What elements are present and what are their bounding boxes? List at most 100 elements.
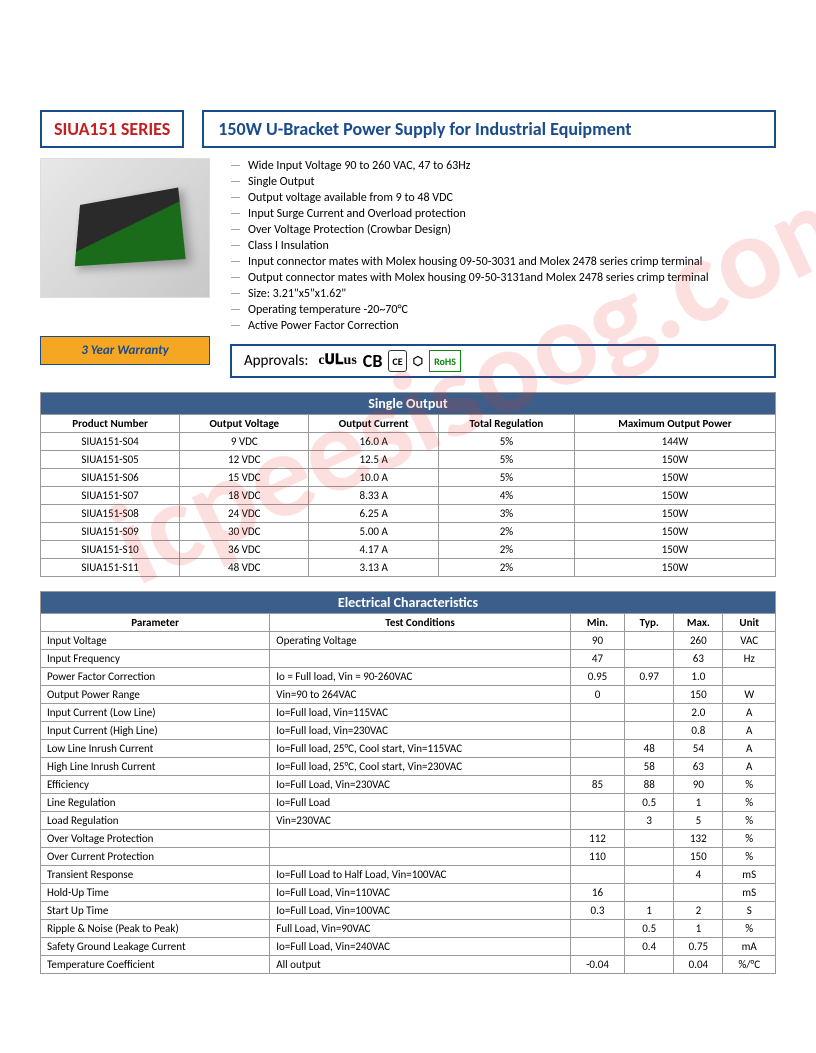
table-row: Transient ResponseIo=Full Load to Half L… [41, 866, 776, 884]
table-cell: 48 VDC [180, 559, 309, 577]
table-header: Unit [723, 614, 776, 632]
single-output-title: Single Output [41, 393, 776, 415]
table-cell [625, 884, 674, 902]
series-box: SIUA151 SERIES [40, 110, 184, 148]
table-row: SIUA151-S049 VDC16.0 A5%144W [41, 433, 776, 451]
table-header: Total Regulation [438, 415, 574, 433]
table-cell: -0.04 [570, 956, 624, 974]
table-cell [570, 938, 624, 956]
table-cell: 2.0 [674, 704, 723, 722]
table-cell: 6.25 A [309, 505, 439, 523]
feature-item: Input Surge Current and Overload protect… [230, 206, 776, 222]
table-cell [625, 956, 674, 974]
table-cell: 150 [674, 686, 723, 704]
table-cell [625, 704, 674, 722]
feature-item: Size: 3.21"x5"x1.62" [230, 286, 776, 302]
table-cell: SIUA151-S11 [41, 559, 180, 577]
table-cell: 24 VDC [180, 505, 309, 523]
table-row: Low Line Inrush CurrentIo=Full load, 25°… [41, 740, 776, 758]
electrical-title: Electrical Characteristics [41, 592, 776, 614]
table-cell [625, 830, 674, 848]
table-cell: % [723, 794, 776, 812]
table-cell: Start Up Time [41, 902, 270, 920]
table-cell: 0.04 [674, 956, 723, 974]
table-row: Over Voltage Protection112132% [41, 830, 776, 848]
table-cell: 0.5 [625, 794, 674, 812]
table-cell: 15 VDC [180, 469, 309, 487]
table-cell [625, 866, 674, 884]
table-cell: 4.17 A [309, 541, 439, 559]
table-cell: 90 [674, 776, 723, 794]
table-cell: 3 [625, 812, 674, 830]
table-cell: 16 [570, 884, 624, 902]
table-cell: W [723, 686, 776, 704]
table-cell [625, 686, 674, 704]
feature-item: Wide Input Voltage 90 to 260 VAC, 47 to … [230, 158, 776, 174]
feature-item: Active Power Factor Correction [230, 318, 776, 334]
table-row: Start Up TimeIo=Full Load, Vin=100VAC0.3… [41, 902, 776, 920]
table-cell: 48 [625, 740, 674, 758]
table-header: Min. [570, 614, 624, 632]
table-cell: A [723, 740, 776, 758]
table-cell: 4 [674, 866, 723, 884]
table-cell: Full Load, Vin=90VAC [270, 920, 571, 938]
feature-item: Class I Insulation [230, 238, 776, 254]
table-cell: Io=Full Load [270, 794, 571, 812]
table-cell: A [723, 722, 776, 740]
table-cell: Io=Full load, 25°C, Cool start, Vin=115V… [270, 740, 571, 758]
table-cell: 12.5 A [309, 451, 439, 469]
right-column: Wide Input Voltage 90 to 260 VAC, 47 to … [230, 158, 776, 378]
table-cell: 1 [674, 794, 723, 812]
table-row: Input Frequency4763Hz [41, 650, 776, 668]
table-row: SIUA151-S0512 VDC12.5 A5%150W [41, 451, 776, 469]
table-cell [570, 722, 624, 740]
left-column: 3 Year Warranty [40, 158, 210, 378]
table-cell: 18 VDC [180, 487, 309, 505]
table-cell: 150W [574, 487, 775, 505]
table-cell: 88 [625, 776, 674, 794]
table-row: Temperature CoefficientAll output-0.040.… [41, 956, 776, 974]
table-cell: A [723, 758, 776, 776]
table-row: Power Factor CorrectionIo = Full load, V… [41, 668, 776, 686]
table-cell: 150W [574, 469, 775, 487]
table-cell: 2% [438, 559, 574, 577]
ul-cert-icon: c𝐔𝐋us [318, 350, 356, 372]
table-cell: Operating Voltage [270, 632, 571, 650]
table-cell: 30 VDC [180, 523, 309, 541]
table-cell: 47 [570, 650, 624, 668]
single-output-table: Single Output Product NumberOutput Volta… [40, 392, 776, 577]
table-row: Ripple & Noise (Peak to Peak)Full Load, … [41, 920, 776, 938]
table-cell: 16.0 A [309, 433, 439, 451]
table-cell: 5.00 A [309, 523, 439, 541]
table-cell [570, 740, 624, 758]
table-cell: %/°C [723, 956, 776, 974]
table-cell: Transient Response [41, 866, 270, 884]
table-row: SIUA151-S1148 VDC3.13 A2%150W [41, 559, 776, 577]
table-cell: VAC [723, 632, 776, 650]
table-cell: 144W [574, 433, 775, 451]
table-cell: 54 [674, 740, 723, 758]
table-cell: Power Factor Correction [41, 668, 270, 686]
table-cell: mA [723, 938, 776, 956]
table-cell: 0 [570, 686, 624, 704]
table-cell: Io=Full Load, Vin=100VAC [270, 902, 571, 920]
table-cell [270, 848, 571, 866]
table-cell: 150W [574, 451, 775, 469]
table-cell: 110 [570, 848, 624, 866]
table-cell [723, 668, 776, 686]
table-cell: 1 [625, 902, 674, 920]
table-cell: SIUA151-S06 [41, 469, 180, 487]
table-cell: Io=Full load, 25°C, Cool start, Vin=230V… [270, 758, 571, 776]
table-header: Maximum Output Power [574, 415, 775, 433]
table-cell: 0.5 [625, 920, 674, 938]
ce-cert-icon: CE [388, 350, 406, 372]
table-cell: S [723, 902, 776, 920]
table-cell: Ripple & Noise (Peak to Peak) [41, 920, 270, 938]
table-cell: Safety Ground Leakage Current [41, 938, 270, 956]
table-cell: mS [723, 866, 776, 884]
table-cell: Io=Full load, Vin=230VAC [270, 722, 571, 740]
table-cell: 3.13 A [309, 559, 439, 577]
approvals-box: Approvals: c𝐔𝐋us CB CE ⬡ RoHS [230, 344, 776, 378]
table-cell: Io = Full load, Vin = 90-260VAC [270, 668, 571, 686]
table-cell: Load Regulation [41, 812, 270, 830]
